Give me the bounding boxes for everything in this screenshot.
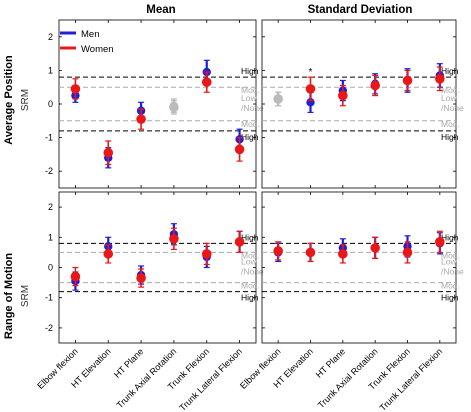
y-tick-label: 1	[48, 65, 53, 75]
point-women	[103, 249, 114, 259]
threshold-label-mod: Mod.	[441, 119, 460, 129]
threshold-label-none: /None	[441, 103, 464, 113]
point-women	[234, 237, 245, 247]
point-women	[338, 90, 348, 101]
threshold-label-mod: Mod.	[441, 85, 460, 95]
x-tick-label: HT Plane	[112, 346, 145, 379]
y-unit-label-bottom: SRM	[20, 285, 31, 307]
point-women	[234, 144, 245, 155]
point-women	[305, 247, 316, 258]
threshold-label-none: /None	[441, 267, 464, 277]
threshold-label-high: High	[441, 66, 459, 76]
row-title-range-of-motion: Range of Motion	[3, 253, 15, 339]
y-tick-label: -1	[45, 293, 53, 303]
threshold-label-mod: Mod.	[241, 119, 260, 129]
x-tick-label: Trunk Lateral Flexion	[177, 346, 244, 412]
y-tick-label: -1	[45, 133, 53, 143]
x-tick-label: Trunk Axial Rotation	[316, 346, 380, 410]
point-women	[370, 243, 380, 253]
threshold-label-low: Low	[241, 257, 257, 267]
threshold-label-mod: Mod.	[441, 250, 460, 260]
legend-label-men: Men	[81, 29, 99, 40]
threshold-label-high: High	[441, 293, 459, 303]
x-tick-label: Trunk Lateral Flexion	[378, 346, 445, 412]
threshold-label-high: High	[241, 293, 259, 303]
threshold-label-none: /None	[241, 267, 264, 277]
x-tick-label: Trunk Axial Rotation	[115, 346, 179, 410]
y-tick-label: 2	[48, 202, 53, 212]
point-women	[273, 246, 283, 256]
point-women	[338, 249, 348, 259]
col-title-sd: Standard Deviation	[308, 4, 413, 16]
significance-marker: *	[309, 67, 313, 78]
panel-frame	[261, 191, 457, 344]
y-tick-label: 0	[48, 263, 53, 273]
panels: HighMod.Low/NoneMod.High210-1-2HighMod.L…	[35, 19, 464, 412]
legend-label-women: Women	[81, 44, 114, 55]
point-women	[370, 80, 380, 91]
x-tick-label: HT Plane	[314, 346, 347, 379]
threshold-label-low: Low	[441, 257, 457, 267]
y-tick-label: 2	[48, 32, 53, 42]
point-women	[169, 234, 179, 244]
threshold-label-mod: Mod.	[241, 85, 260, 95]
panel-frame	[261, 19, 457, 189]
point-women	[136, 114, 146, 124]
threshold-label-mod: Mod.	[441, 281, 460, 291]
point-women	[305, 84, 316, 94]
panel-frame	[58, 191, 257, 344]
point-women	[70, 271, 81, 282]
threshold-label-high: High	[241, 132, 259, 142]
point-women	[103, 147, 114, 158]
threshold-label-mod: Mod.	[241, 281, 260, 291]
point-women	[201, 77, 212, 87]
threshold-label-mod: Mod.	[241, 250, 260, 260]
point-women	[435, 237, 445, 247]
point-women	[136, 273, 146, 283]
point-women	[402, 247, 413, 258]
threshold-label-low: Low	[441, 93, 457, 103]
col-title-mean: Mean	[146, 4, 175, 16]
threshold-label-high: High	[441, 232, 459, 242]
threshold-label-high: High	[241, 66, 259, 76]
point-women	[435, 74, 445, 84]
threshold-label-none: /None	[241, 103, 264, 113]
threshold-label-low: Low	[241, 93, 257, 103]
y-tick-label: 0	[48, 99, 53, 109]
threshold-label-high: High	[441, 132, 459, 142]
point-women	[273, 94, 283, 104]
y-unit-label-top: SRM	[20, 89, 31, 111]
point-women	[169, 102, 179, 113]
point-women	[402, 75, 413, 86]
point-women	[201, 249, 212, 259]
y-tick-label: -2	[45, 166, 53, 176]
y-tick-label: -2	[45, 323, 53, 333]
threshold-label-high: High	[241, 232, 259, 242]
point-women	[70, 84, 81, 94]
legend: Men Women	[60, 29, 114, 55]
y-tick-label: 1	[48, 232, 53, 242]
row-title-average-position: Average Position	[3, 55, 15, 145]
